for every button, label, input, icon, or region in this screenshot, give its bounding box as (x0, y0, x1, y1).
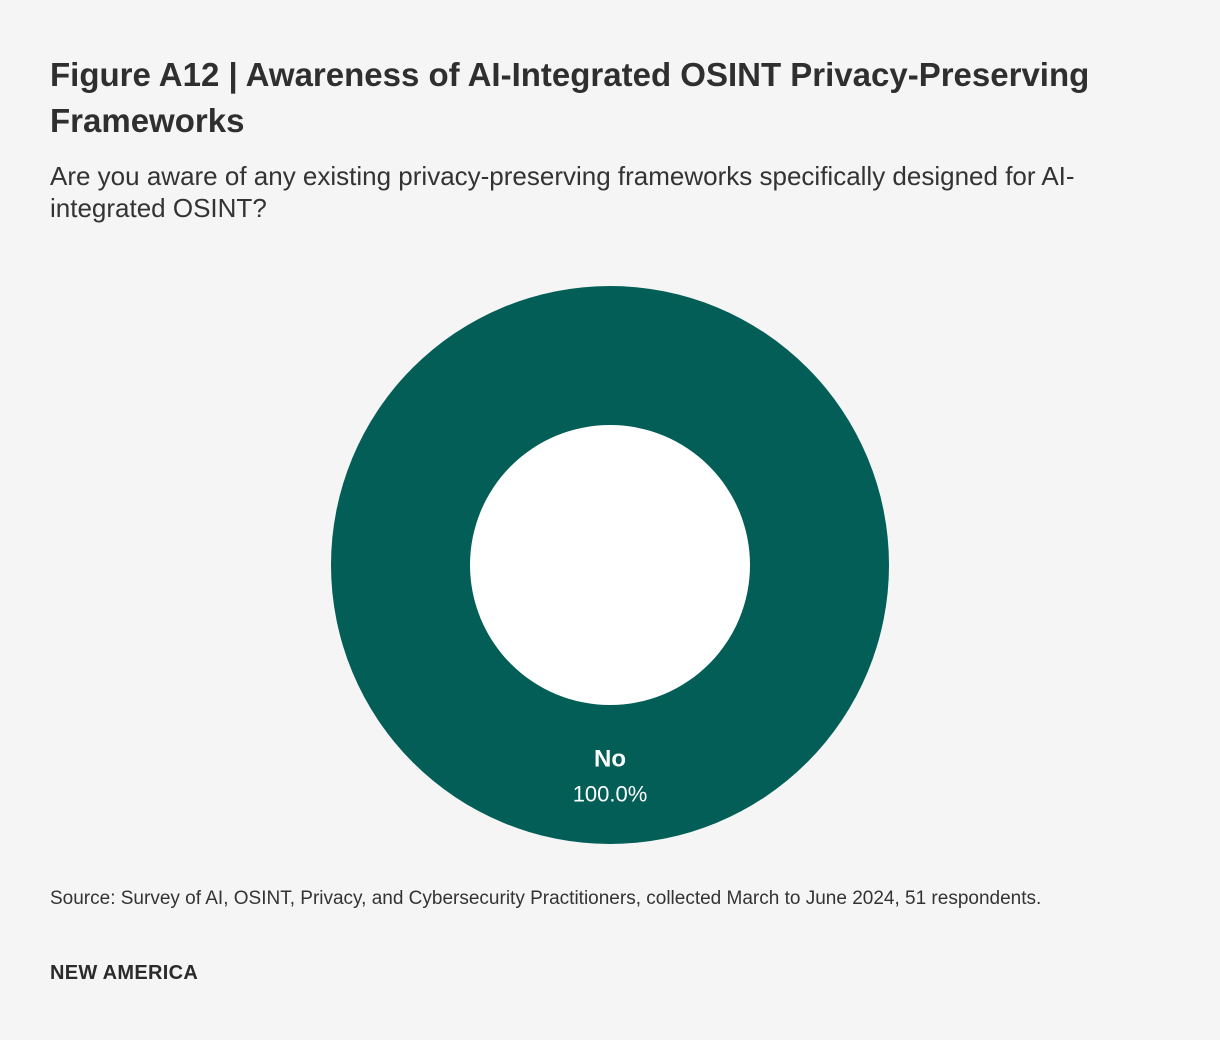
slice-labels: No 100.0% (573, 746, 648, 807)
chart-subtitle: Are you aware of any existing privacy-pr… (50, 161, 1075, 223)
slice-label-name: No (594, 746, 626, 773)
brand-logo-text: NEW AMERICA (50, 962, 199, 984)
source-note: Source: Survey of AI, OSINT, Privacy, an… (50, 888, 1042, 909)
donut-hole (470, 425, 750, 705)
slice-label-value: 100.0% (573, 782, 648, 807)
chart-title: Figure A12 | Awareness of AI-Integrated … (50, 56, 1090, 139)
